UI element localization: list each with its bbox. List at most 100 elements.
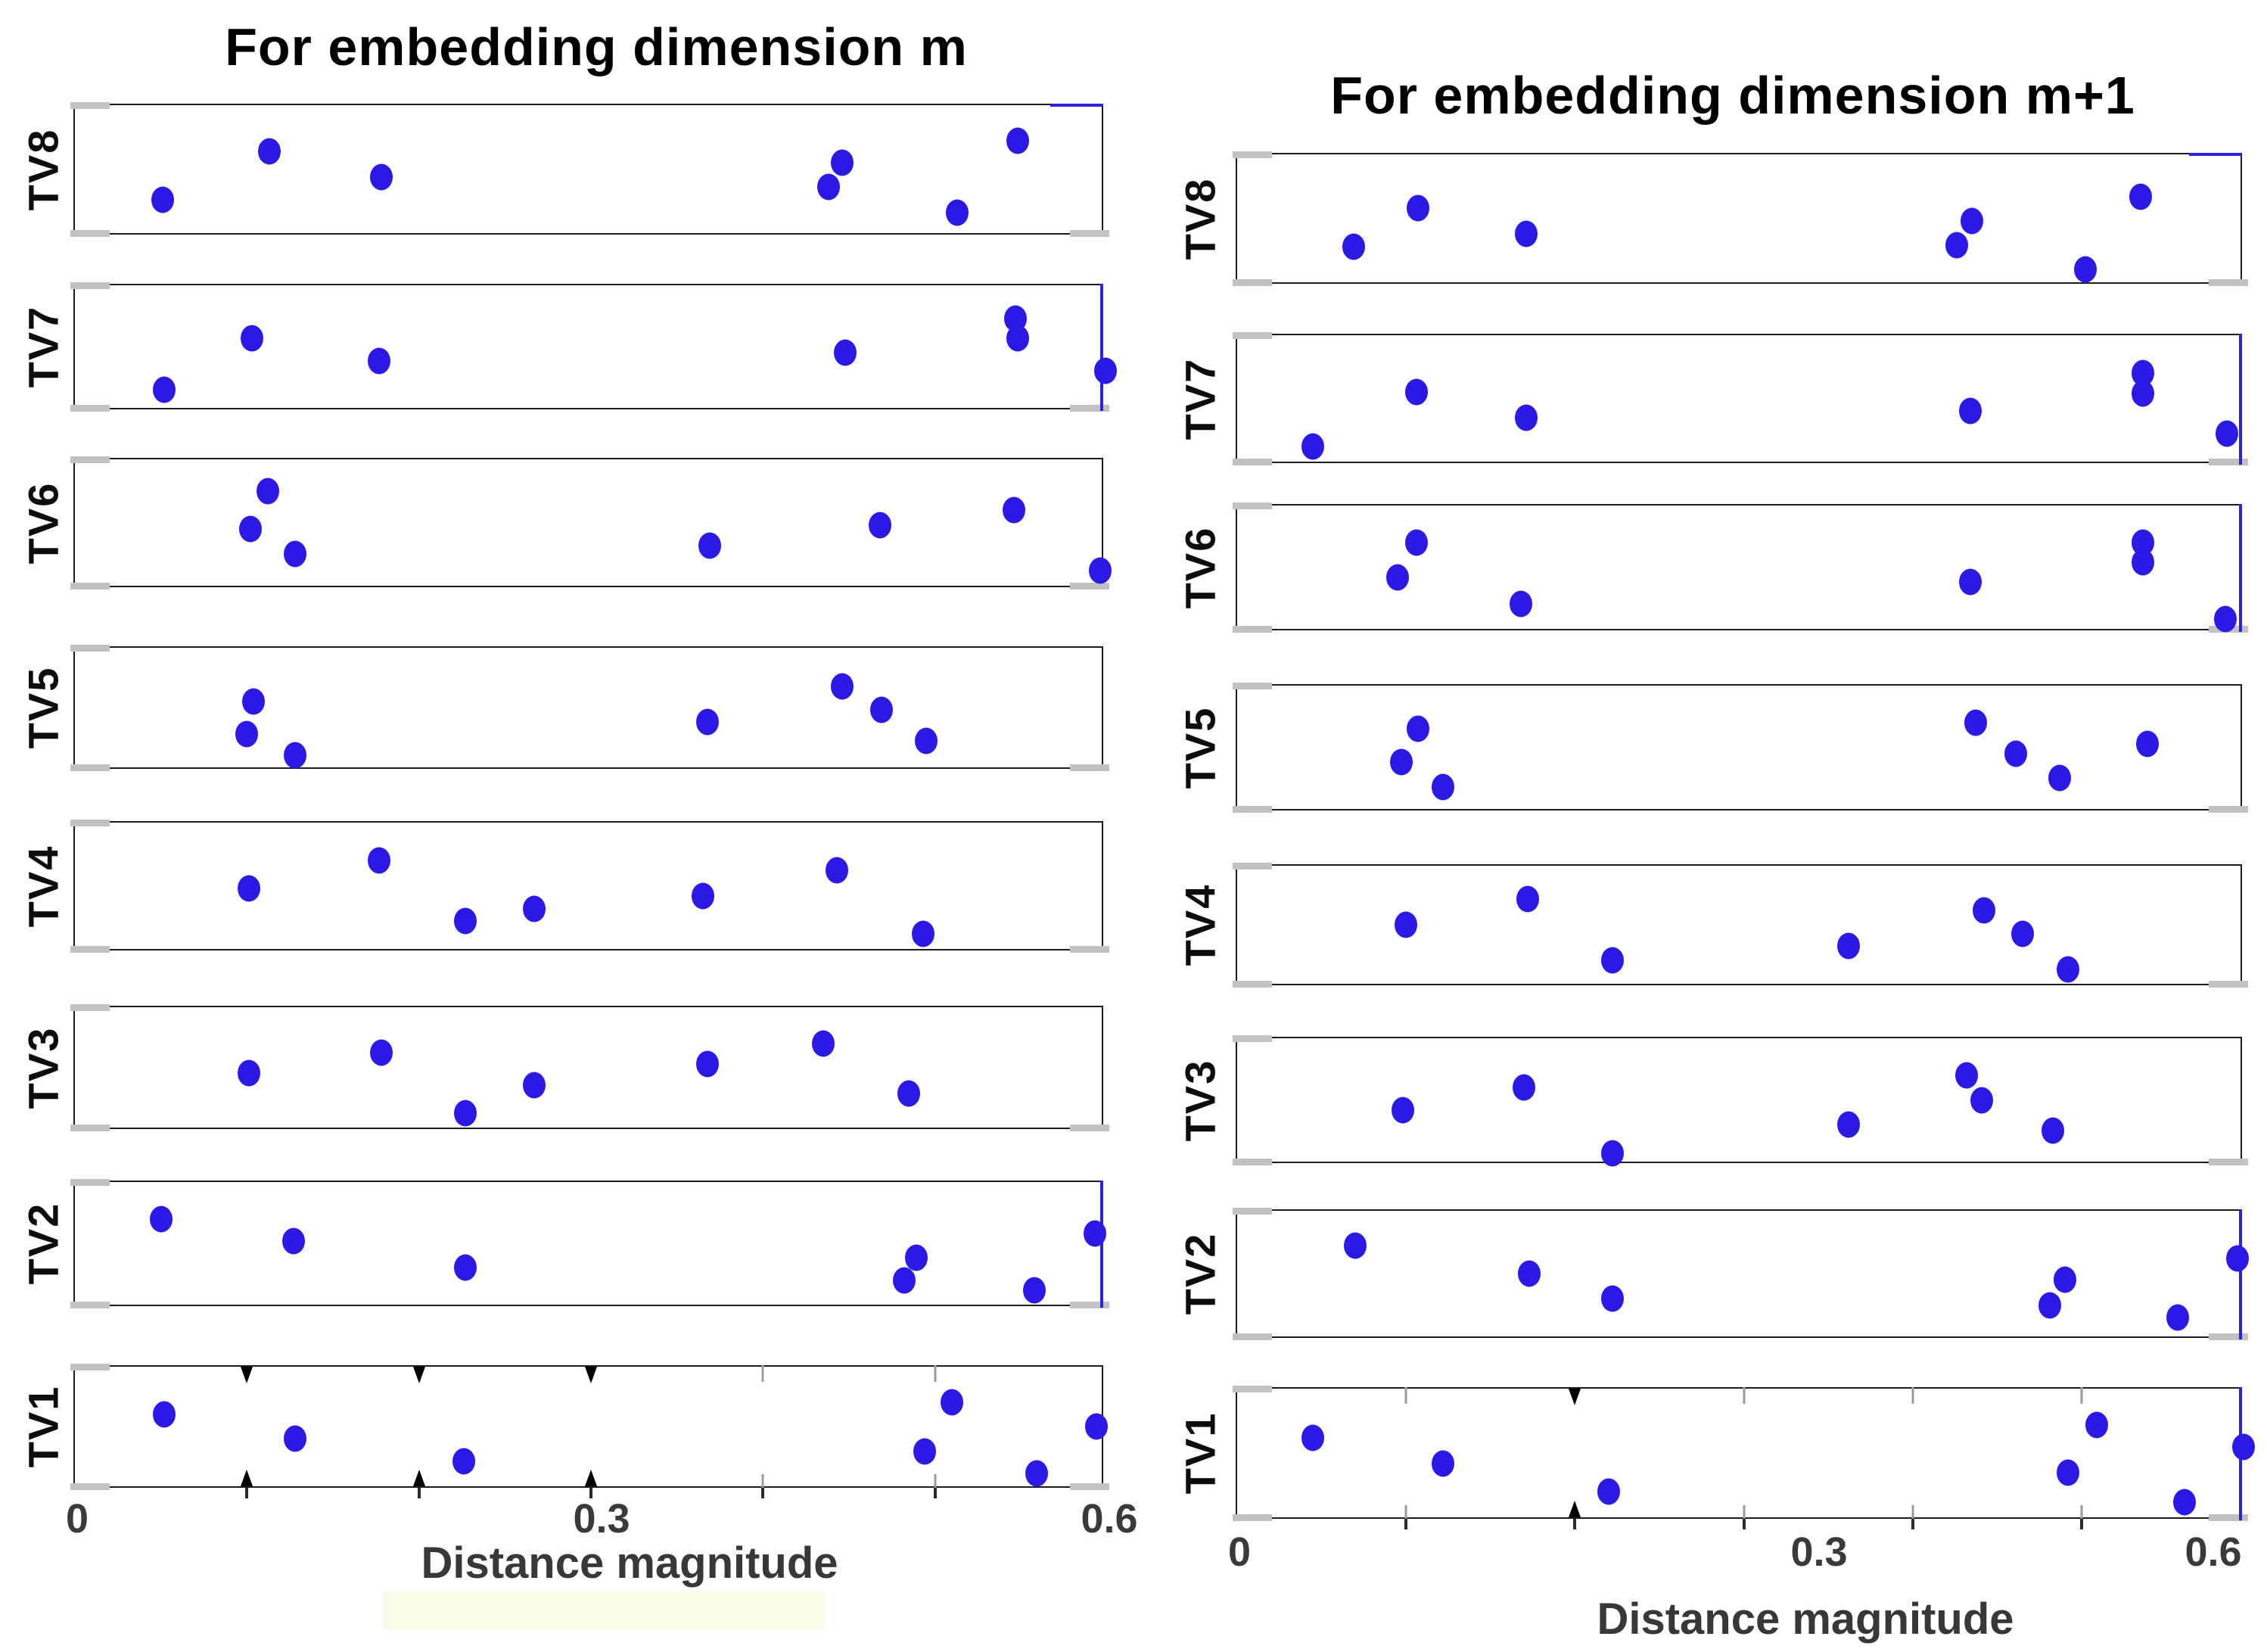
corner-artifact [70, 102, 110, 109]
corner-artifact [1233, 1208, 1272, 1215]
corner-artifact [1070, 1125, 1109, 1131]
data-point [892, 1267, 916, 1294]
data-point [2166, 1304, 2190, 1331]
data-point [1600, 1285, 1624, 1312]
corner-artifact [1233, 459, 1272, 465]
x-tick-label: 0 [65, 1496, 89, 1542]
row-label-tv7: TV7 [19, 305, 67, 388]
corner-artifact [2209, 279, 2248, 286]
data-point [237, 1059, 260, 1087]
data-point [904, 1244, 928, 1271]
data-point [1023, 1277, 1046, 1304]
axis-tick-wedge [584, 1470, 597, 1486]
data-point [1301, 433, 1325, 460]
strip-panel-tv4 [1233, 863, 2248, 988]
x-tick-label: 0.6 [1081, 1496, 1138, 1542]
data-point [257, 138, 281, 165]
data-point [1958, 397, 1982, 425]
x-tick-label: 0.6 [2185, 1529, 2242, 1575]
corner-artifact [70, 583, 110, 590]
x-tick-label: 0.3 [573, 1496, 630, 1542]
axis-tick [1911, 1505, 1914, 1522]
data-point [2131, 380, 2154, 407]
data-point [811, 1030, 835, 1057]
data-point [1837, 932, 1861, 960]
data-point [1085, 1413, 1109, 1440]
data-point [1406, 194, 1429, 222]
data-point [242, 688, 266, 715]
data-point [2216, 420, 2239, 447]
axis-tick [934, 1474, 937, 1491]
row-label-tv3: TV3 [1176, 1059, 1224, 1141]
corner-artifact [1233, 332, 1272, 339]
data-point [1510, 590, 1533, 618]
data-point [1404, 529, 1428, 556]
axis-tick-wedge [412, 1470, 425, 1486]
data-point [2131, 549, 2154, 576]
data-point [453, 907, 477, 935]
row-label-tv3: TV3 [19, 1026, 67, 1109]
data-point [153, 1401, 176, 1428]
corner-artifact [2209, 1514, 2248, 1521]
strip-panel-tv3 [70, 1004, 1109, 1131]
left-subplot-title: For embedding dimension m [225, 17, 968, 76]
axis-tick [1404, 1387, 1407, 1404]
axis-tick [933, 1488, 937, 1498]
strip-panel-tv4 [70, 820, 1109, 953]
axis-tick [1911, 1387, 1914, 1404]
data-point [1432, 773, 1455, 801]
corner-artifact [1233, 151, 1272, 158]
axis-tick [1743, 1387, 1746, 1404]
data-point [1003, 496, 1026, 524]
row-label-tv6: TV6 [19, 481, 67, 564]
data-point [1301, 1424, 1325, 1451]
data-point [235, 720, 259, 748]
data-point [2225, 1245, 2249, 1272]
axis-tick [1404, 1505, 1407, 1522]
row-label-tv5: TV5 [1176, 706, 1224, 789]
corner-artifact [2209, 459, 2248, 465]
data-point [911, 920, 934, 947]
axis-tick [589, 1488, 592, 1498]
axis-tick-wedge [1569, 1389, 1581, 1405]
data-point [1342, 233, 1366, 260]
row-label-tv4: TV4 [1176, 883, 1224, 966]
data-point [522, 895, 546, 922]
data-point [946, 199, 969, 226]
axis-tick [761, 1365, 764, 1382]
corner-artifact [1233, 683, 1272, 689]
x-tick-label: 0 [1227, 1529, 1252, 1575]
row-label-tv2: TV2 [1176, 1232, 1224, 1315]
panel-blue-edge [2189, 153, 2242, 156]
data-point [368, 847, 391, 874]
corner-artifact [1070, 583, 1109, 590]
row-label-tv1: TV1 [19, 1385, 67, 1468]
corner-artifact [1233, 863, 1272, 870]
data-point [868, 512, 891, 539]
axis-tick [1404, 1519, 1408, 1529]
corner-artifact [70, 1364, 110, 1370]
data-point [1386, 564, 1410, 591]
axis-tick-wedge [584, 1367, 597, 1383]
axis-tick-wedge [241, 1367, 253, 1383]
corner-artifact [1233, 1386, 1272, 1392]
data-point [941, 1389, 964, 1416]
axis-tick [2080, 1505, 2083, 1522]
data-point [834, 339, 857, 366]
row-label-tv7: TV7 [1176, 357, 1224, 440]
data-point [1516, 885, 1539, 913]
axis-tick [245, 1488, 249, 1498]
axis-tick [2080, 1387, 2083, 1404]
axis-tick [1742, 1519, 1746, 1529]
data-point [368, 347, 391, 375]
data-point [1391, 1097, 1414, 1124]
corner-artifact [1070, 1302, 1109, 1308]
corner-artifact [1233, 981, 1272, 988]
data-point [1961, 207, 1984, 235]
row-label-tv8: TV8 [19, 128, 67, 210]
data-point [913, 1438, 936, 1465]
data-point [2213, 605, 2237, 633]
data-point [1600, 947, 1624, 974]
axis-tick [1911, 1519, 1914, 1529]
